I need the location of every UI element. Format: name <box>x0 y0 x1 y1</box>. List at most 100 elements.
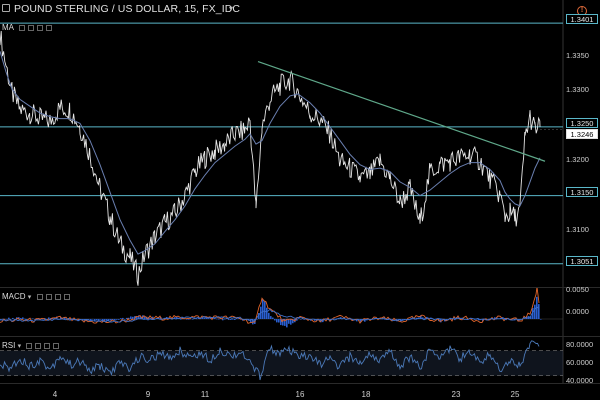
macd-histogram-bar <box>116 319 118 320</box>
macd-histogram-bar <box>268 312 270 319</box>
macd-histogram-bar <box>32 318 34 320</box>
macd-histogram-bar <box>402 319 404 321</box>
macd-histogram-bar <box>126 317 128 319</box>
chevron-down-icon[interactable]: ▾ <box>17 343 22 350</box>
eye-icon[interactable] <box>26 342 33 349</box>
chevron-down-icon[interactable]: ▾ <box>27 294 32 301</box>
price-level-label: 1.3150 <box>566 187 598 197</box>
macd-histogram-bar <box>292 319 294 324</box>
eye-icon[interactable] <box>36 293 43 300</box>
more-icon[interactable] <box>63 293 70 300</box>
macd-histogram-bar <box>492 319 494 320</box>
macd-histogram-bar <box>202 317 204 319</box>
macd-histogram-bar <box>102 319 104 322</box>
macd-histogram-bar <box>144 316 146 319</box>
time-tick: 25 <box>510 390 520 399</box>
pane-divider[interactable] <box>0 336 600 337</box>
macd-histogram-bar <box>94 319 96 322</box>
macd-histogram-bar <box>138 315 140 319</box>
settings-icon[interactable] <box>27 24 34 31</box>
macd-histogram-bar <box>320 319 322 323</box>
macd-histogram-bar <box>90 319 92 321</box>
macd-histogram-bar <box>534 304 536 319</box>
close-icon[interactable] <box>36 24 43 31</box>
macd-histogram-bar <box>338 318 340 320</box>
macd-histogram-bar <box>82 319 84 320</box>
macd-histogram-bar <box>262 299 264 319</box>
macd-histogram-bar <box>290 319 292 325</box>
settings-icon[interactable] <box>35 342 42 349</box>
price-level-label: 1.3401 <box>566 14 598 24</box>
macd-histogram-bar <box>238 318 240 319</box>
symbol-icon[interactable] <box>2 4 10 12</box>
chevron-down-icon[interactable]: ▾ <box>229 4 234 13</box>
rsi-legend[interactable]: RSI ▾ <box>2 341 60 350</box>
macd-histogram-bar <box>158 317 160 319</box>
eye-icon[interactable] <box>18 24 25 31</box>
macd-histogram-bar <box>258 313 260 319</box>
close-icon[interactable] <box>44 342 51 349</box>
macd-histogram-bar <box>20 317 22 319</box>
study-legend-ma[interactable]: MA <box>2 23 52 32</box>
symbol-title[interactable]: POUND STERLING / US DOLLAR, 15, FX_IDC <box>14 3 241 15</box>
macd-histogram-bar <box>222 319 224 321</box>
macd-histogram-bar <box>252 319 254 325</box>
current-price-label: 1.3246 <box>566 129 598 139</box>
time-tick: 4 <box>52 390 58 399</box>
close-icon[interactable] <box>54 293 61 300</box>
macd-histogram-bar <box>356 319 358 322</box>
settings-icon[interactable] <box>45 293 52 300</box>
macd-histogram-bar <box>104 319 106 321</box>
macd-histogram-bar <box>274 319 276 321</box>
macd-histogram-bar <box>188 319 190 320</box>
macd-histogram-bar <box>180 319 182 320</box>
price-level-label: 1.3051 <box>566 256 598 266</box>
macd-histogram-bar <box>476 319 478 320</box>
rsi-tick: 80.0000 <box>566 340 594 349</box>
macd-histogram-bar <box>524 318 526 319</box>
macd-histogram-bar <box>280 319 282 326</box>
macd-histogram-bar <box>454 319 456 321</box>
macd-legend[interactable]: MACD ▾ <box>2 292 70 301</box>
macd-histogram-bar <box>282 319 284 326</box>
macd-histogram-bar <box>100 319 102 320</box>
macd-histogram-bar <box>322 319 324 323</box>
macd-histogram-bar <box>50 318 52 319</box>
macd-histogram-bar <box>182 317 184 319</box>
macd-histogram-bar <box>46 319 48 320</box>
macd-histogram-bar <box>256 319 258 320</box>
macd-histogram-bar <box>424 318 426 319</box>
pane-divider[interactable] <box>0 287 600 288</box>
macd-signal-line <box>0 306 540 323</box>
macd-histogram-bar <box>236 318 238 319</box>
macd-histogram-bar <box>214 317 216 319</box>
macd-histogram-bar <box>404 319 406 320</box>
macd-histogram-bar <box>186 319 188 320</box>
macd-histogram-bar <box>122 317 124 319</box>
macd-histogram-bar <box>206 317 208 319</box>
macd-histogram-bar <box>482 319 484 322</box>
macd-histogram-bar <box>10 319 12 320</box>
macd-histogram-bar <box>232 319 234 320</box>
more-icon[interactable] <box>45 24 52 31</box>
macd-histogram-bar <box>230 319 232 320</box>
macd-histogram-bar <box>132 316 134 319</box>
macd-histogram-bar <box>22 317 24 319</box>
macd-histogram-bar <box>128 317 130 319</box>
macd-histogram-bar <box>288 319 290 324</box>
macd-histogram-bar <box>96 319 98 321</box>
macd-histogram-bar <box>42 319 44 320</box>
macd-histogram-bar <box>540 319 542 320</box>
macd-histogram-bar <box>192 319 194 320</box>
macd-histogram-bar <box>234 319 236 320</box>
macd-histogram-bar <box>218 318 220 320</box>
more-icon[interactable] <box>53 342 60 349</box>
macd-histogram-bar <box>2 318 4 320</box>
macd-histogram-bar <box>140 316 142 319</box>
macd-histogram-bar <box>276 319 278 323</box>
macd-histogram-bar <box>518 319 520 322</box>
macd-histogram-bar <box>298 318 300 319</box>
macd-histogram-bar <box>48 317 50 319</box>
